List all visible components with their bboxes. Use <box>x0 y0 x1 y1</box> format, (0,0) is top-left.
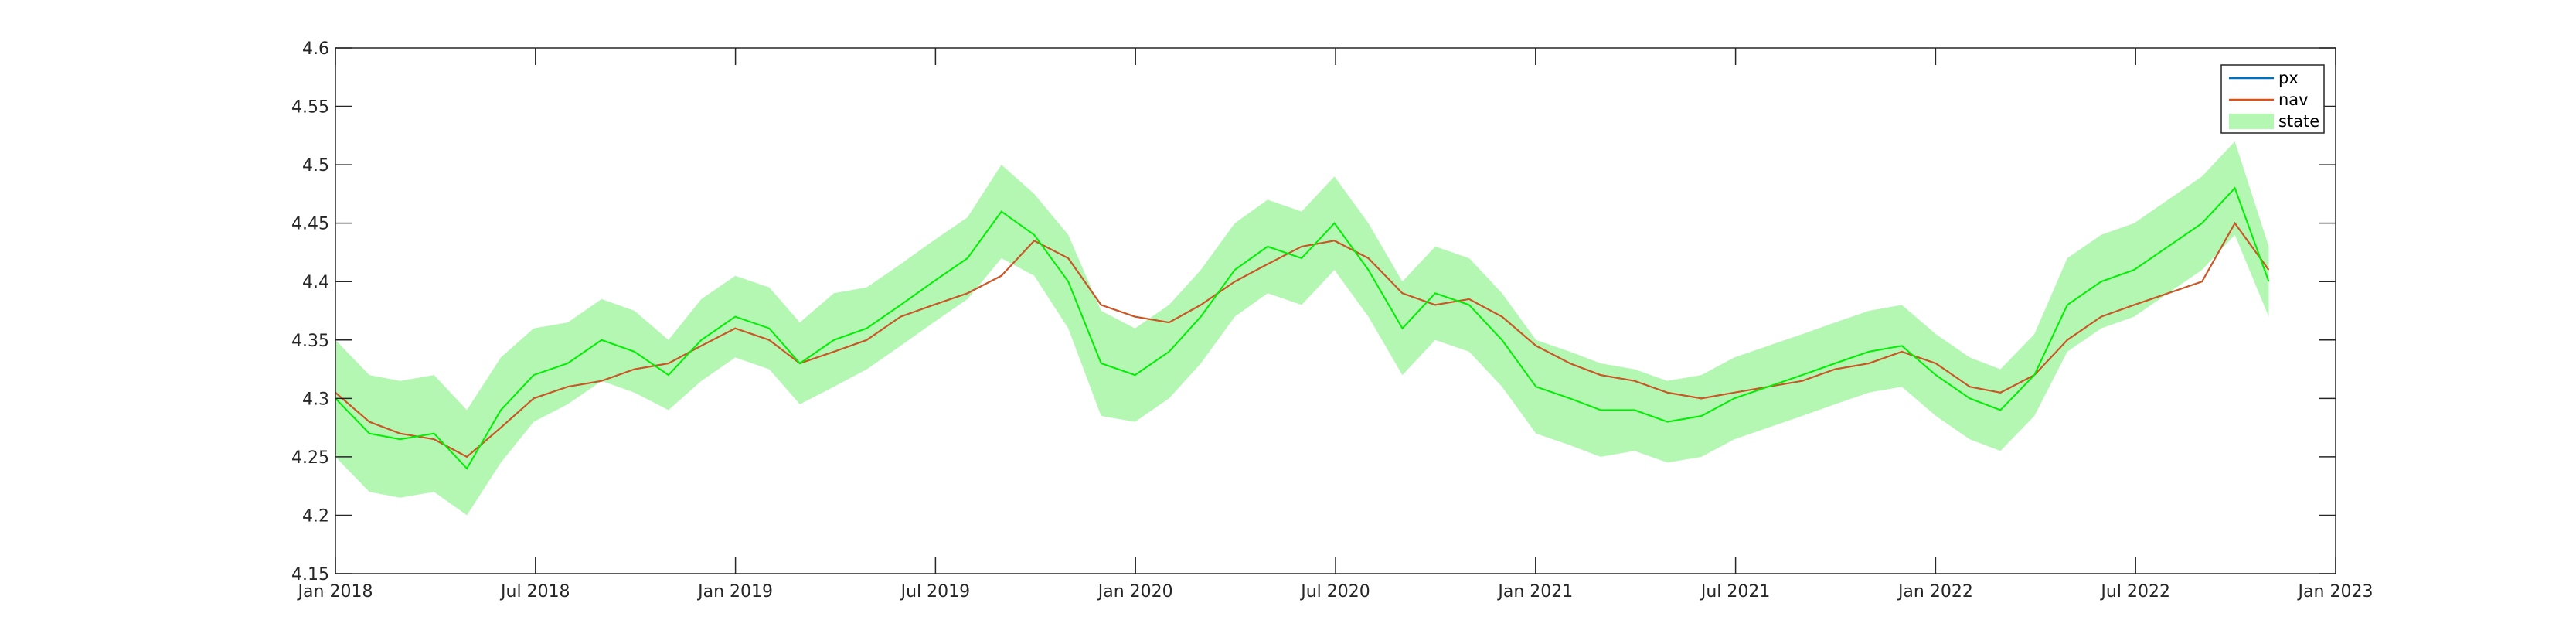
x-tick-label: Jul 2022 <box>2099 582 2170 601</box>
y-tick-label: 4.45 <box>291 215 329 234</box>
y-tick-label: 4.35 <box>291 332 329 351</box>
y-tick-label: 4.55 <box>291 98 329 118</box>
x-tick-label: Jan 2019 <box>696 582 773 601</box>
legend-label-nav: nav <box>2278 90 2309 109</box>
legend-label-state: state <box>2278 112 2319 131</box>
legend-swatch-state <box>2229 114 2274 129</box>
x-tick-label: Jul 2018 <box>499 582 570 601</box>
y-tick-label: 4.4 <box>302 273 329 292</box>
x-tick-label: Jul 2019 <box>900 582 971 601</box>
plot-area <box>335 141 2270 516</box>
x-tick-label: Jul 2021 <box>1700 582 1771 601</box>
x-tick-label: Jan 2020 <box>1097 582 1173 601</box>
y-tick-label: 4.25 <box>291 448 329 468</box>
x-tick-label: Jan 2022 <box>1897 582 1973 601</box>
series-line-state <box>335 186 2270 470</box>
y-tick-label: 4.2 <box>302 506 329 526</box>
x-tick-label: Jan 2023 <box>2297 582 2374 601</box>
y-tick-label: 4.5 <box>302 156 329 175</box>
x-tick-label: Jul 2020 <box>1299 582 1370 601</box>
y-tick-label: 4.6 <box>302 39 329 59</box>
legend-label-px: px <box>2278 69 2299 87</box>
x-tick-label: Jan 2021 <box>1496 582 1573 601</box>
y-tick-label: 4.3 <box>302 390 329 409</box>
y-tick-label: 4.15 <box>291 565 329 584</box>
series-line-nav <box>335 221 2270 458</box>
state-band <box>335 141 2269 516</box>
x-tick-label: Jan 2018 <box>297 582 373 601</box>
legend: px nav state <box>2220 64 2325 134</box>
axes: Jan 2018 Jul 2018 Jan 2019 Jul 2019 Jan 2020… <box>291 39 2373 601</box>
